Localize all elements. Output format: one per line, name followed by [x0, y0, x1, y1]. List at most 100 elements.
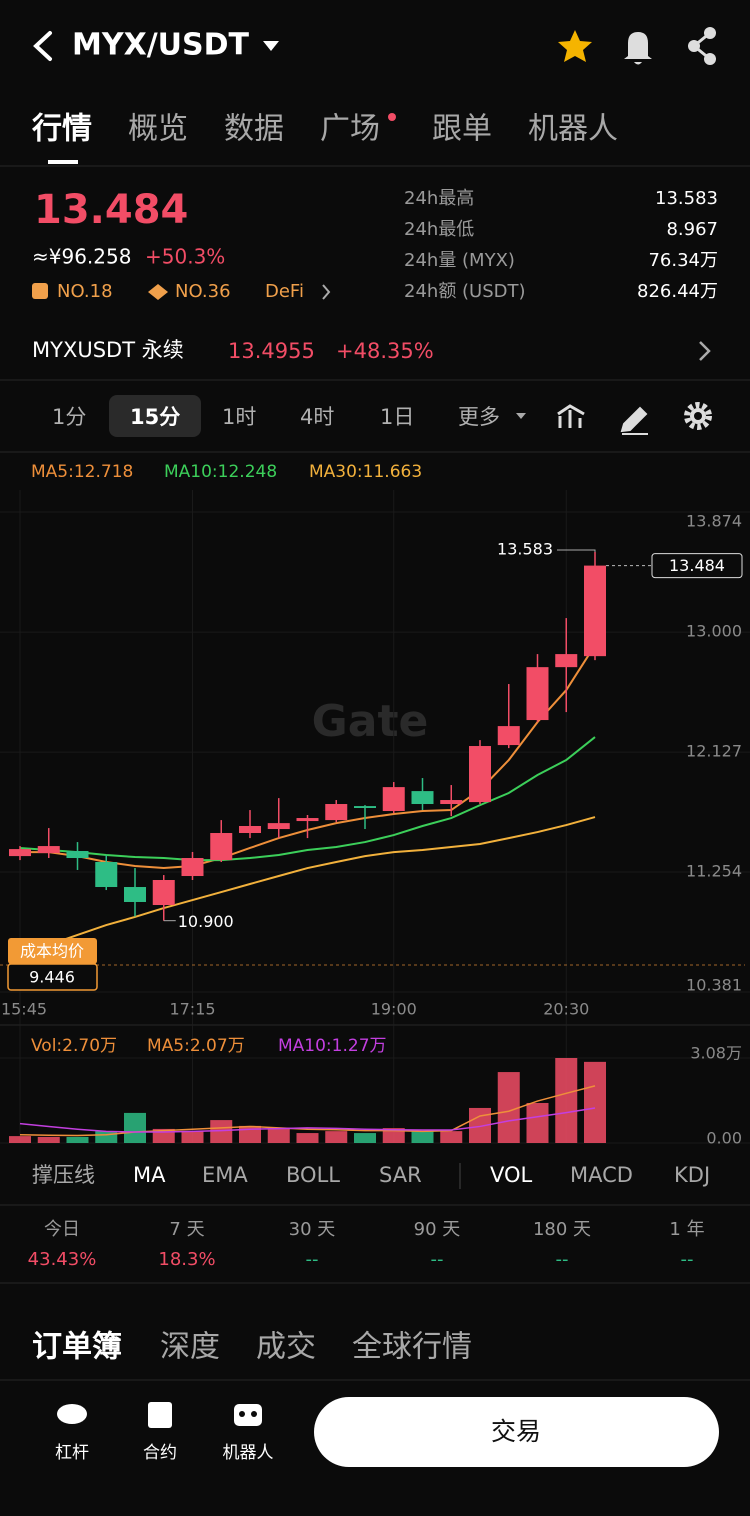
pair-dropdown[interactable] — [263, 41, 279, 51]
volume-bar — [497, 1072, 520, 1143]
candle-body — [555, 654, 578, 668]
indicator-tab[interactable]: MA — [133, 1163, 166, 1187]
cost-label: 成本均价 — [20, 942, 84, 961]
interval[interactable]: 15分 — [130, 405, 180, 429]
back-button[interactable] — [33, 31, 52, 61]
perp-name[interactable]: MYXUSDT 永续 — [32, 338, 184, 362]
rank-badge[interactable]: NO.18 — [57, 281, 113, 302]
candle-body — [296, 818, 319, 822]
stat-value: 8.967 — [666, 219, 718, 240]
favorite-icon[interactable] — [558, 30, 592, 62]
nav-icons — [57, 1402, 262, 1428]
indicator-tab[interactable]: 撑压线 — [32, 1163, 95, 1187]
trade-button-label[interactable]: 交易 — [491, 1417, 541, 1446]
volume-bar — [469, 1107, 491, 1143]
last-price: 13.484 — [34, 187, 188, 233]
draw-icon[interactable] — [620, 406, 648, 435]
perf-value: 18.3% — [158, 1249, 215, 1270]
stat-label: 24h额 (USDT) — [404, 281, 526, 302]
y-tick-label: 13.874 — [686, 512, 742, 531]
nav-label[interactable]: 杠杆 — [55, 1443, 89, 1463]
candle-body — [181, 858, 204, 877]
stat-label: 24h量 (MYX) — [404, 250, 515, 271]
interval[interactable]: 1日 — [380, 405, 414, 429]
stat-value: 76.34万 — [648, 250, 718, 271]
candle-body — [440, 800, 463, 805]
trade-button[interactable] — [314, 1397, 719, 1467]
candle-body — [66, 851, 89, 859]
indicator-tab[interactable]: EMA — [202, 1163, 248, 1187]
tab[interactable]: 跟单 — [432, 112, 492, 147]
volume-bar — [584, 1061, 606, 1143]
chevron[interactable] — [699, 341, 711, 361]
tab-indicator — [48, 160, 78, 164]
volume-bar — [325, 1131, 348, 1143]
share-icon[interactable] — [688, 27, 716, 65]
interval[interactable]: 1分 — [52, 405, 86, 429]
tab[interactable]: 机器人 — [528, 112, 618, 147]
sector-badge[interactable]: DeFi — [265, 281, 304, 302]
rank-badge[interactable]: NO.36 — [175, 281, 231, 302]
perf-period: 90 天 — [414, 1219, 461, 1240]
stat-value: 826.44万 — [637, 281, 718, 302]
more-dropdown — [516, 413, 526, 419]
pair-title[interactable]: MYX/USDT — [72, 28, 250, 63]
cost-header — [8, 938, 97, 964]
interval[interactable]: 4时 — [300, 405, 334, 429]
book-tab[interactable]: 订单簿 — [32, 1330, 122, 1365]
tab[interactable]: 行情 — [31, 112, 92, 147]
indicator-icon[interactable] — [557, 404, 585, 428]
ma-legend: MA30:11.663 — [309, 462, 422, 482]
interval[interactable]: 更多 — [458, 405, 500, 429]
book-tab[interactable]: 深度 — [160, 1330, 220, 1365]
indicator-tab[interactable]: MACD — [570, 1163, 633, 1187]
indicator-tab[interactable]: KDJ — [674, 1163, 710, 1187]
rank-icon — [32, 283, 48, 299]
settings-icon[interactable] — [684, 402, 712, 430]
x-tick-label: 20:30 — [543, 1000, 589, 1019]
candle-body — [267, 823, 290, 830]
candle-body — [497, 726, 520, 746]
candle-body — [210, 833, 233, 861]
vol-tick-label: 3.08万 — [690, 1044, 742, 1063]
volume-bar — [181, 1131, 204, 1143]
vol-legend: Vol:2.70万 — [31, 1036, 117, 1056]
ma-line — [19, 736, 596, 862]
indicator-tab[interactable]: SAR — [379, 1163, 422, 1187]
last-price-box — [651, 553, 743, 579]
candle-body — [239, 825, 261, 834]
nav-label[interactable]: 机器人 — [223, 1443, 274, 1463]
book-tab[interactable]: 全球行情 — [352, 1330, 472, 1365]
high-label: 13.583 — [497, 539, 553, 558]
volume-bar — [440, 1131, 463, 1143]
y-tick-label: 13.000 — [686, 622, 742, 641]
nav-label[interactable]: 合约 — [143, 1443, 177, 1463]
candle-body — [124, 887, 146, 902]
ma-legend: MA5:12.718 — [31, 462, 133, 482]
y-tick-label: 12.127 — [686, 742, 742, 761]
x-tick-label: 19:00 — [371, 1000, 417, 1019]
volume-bar — [555, 1058, 578, 1143]
indicator-tab[interactable]: BOLL — [286, 1163, 340, 1187]
candle-body — [584, 565, 606, 657]
volume-bar — [37, 1136, 60, 1143]
candle-body — [325, 804, 348, 821]
tab[interactable]: 概览 — [128, 112, 188, 147]
interval[interactable]: 1时 — [222, 405, 256, 429]
ma-legend: MA10:12.248 — [164, 462, 277, 482]
candle-body — [382, 787, 405, 812]
interval-selected — [109, 395, 201, 437]
volume-bar — [66, 1136, 89, 1143]
tab[interactable]: 广场 — [320, 112, 380, 147]
book-tab[interactable]: 成交 — [256, 1330, 316, 1365]
perf-value: -- — [306, 1249, 319, 1270]
alert-icon[interactable] — [624, 32, 652, 65]
volume-bar — [210, 1120, 233, 1143]
perf-value: -- — [556, 1249, 569, 1270]
candle-body — [354, 806, 376, 808]
tab[interactable]: 数据 — [224, 112, 284, 147]
rank-icon — [148, 284, 168, 300]
indicator-tab[interactable]: VOL — [490, 1163, 533, 1187]
perf-value: 43.43% — [28, 1249, 97, 1270]
perf-period: 180 天 — [533, 1219, 591, 1240]
